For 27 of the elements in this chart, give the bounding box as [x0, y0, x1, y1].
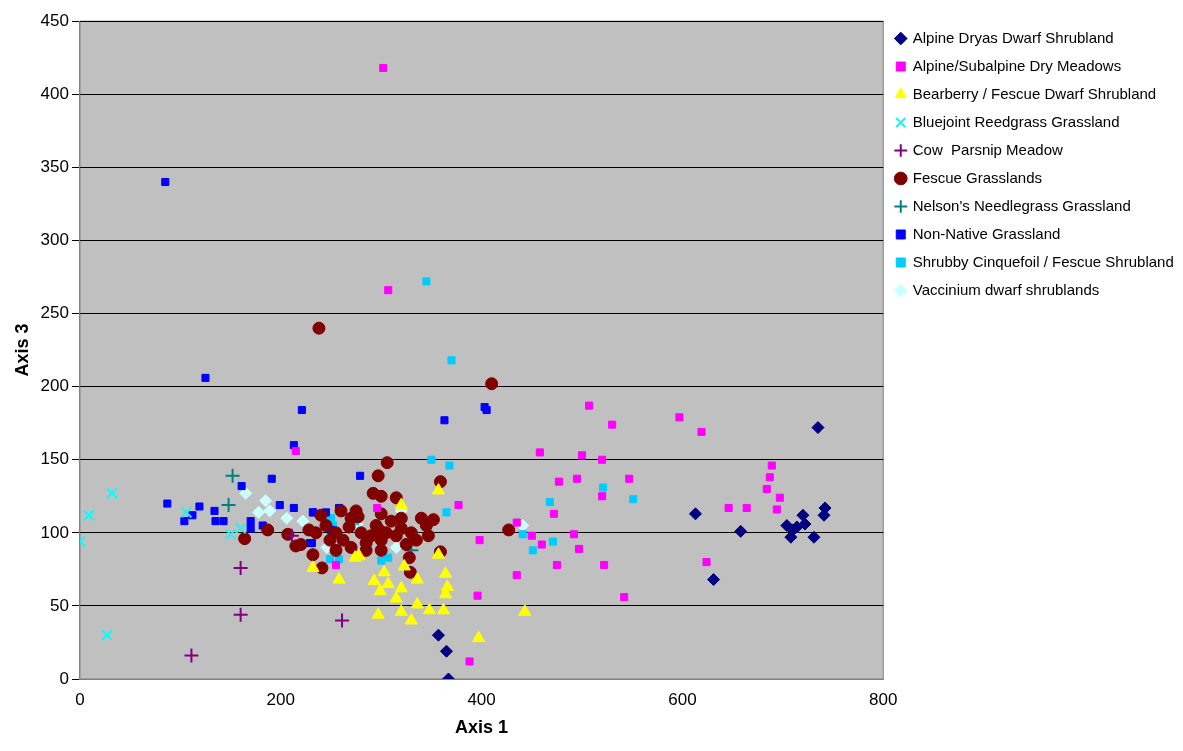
y-tick-label: 0: [59, 668, 69, 688]
x-tick-label: 0: [75, 689, 85, 709]
legend-label: Shrubby Cinquefoil / Fescue Shrubland: [912, 252, 1174, 270]
y-tick-label: 400: [40, 83, 69, 103]
x-tick-label: 800: [869, 689, 898, 709]
x-axis-title: Axis 1: [455, 717, 509, 738]
y-tick-label: 100: [40, 522, 69, 542]
y-axis-title: Axis 3: [11, 323, 32, 377]
legend-label: Non-Native Grassland: [912, 224, 1061, 242]
y-tick-label: 350: [40, 157, 69, 177]
y-tick-label: 300: [40, 230, 69, 250]
legend-label: Alpine/Subalpine Dry Meadows: [912, 56, 1122, 74]
x-tick-label: 600: [668, 689, 697, 709]
y-tick-label: 250: [40, 303, 69, 323]
y-tick-label: 150: [40, 449, 69, 469]
legend-label: Bluejoint Reedgrass Grassland: [912, 112, 1120, 130]
y-tick-label: 450: [40, 10, 69, 30]
legend-label: Alpine Dryas Dwarf Shrubland: [912, 28, 1114, 46]
y-tick-label: 50: [50, 595, 69, 615]
legend-label: Cow Parsnip Meadow: [912, 140, 1063, 158]
x-tick-label: 200: [266, 689, 295, 709]
legend-label: Fescue Grasslands: [912, 168, 1042, 186]
legend-label: Nelson's Needlegrass Grassland: [912, 196, 1131, 214]
y-tick-label: 200: [40, 376, 69, 396]
legend-label: Bearberry / Fescue Dwarf Shrubland: [912, 84, 1157, 102]
x-tick-label: 400: [467, 689, 496, 709]
legend-label: Vaccinium dwarf shrublands: [912, 280, 1100, 298]
